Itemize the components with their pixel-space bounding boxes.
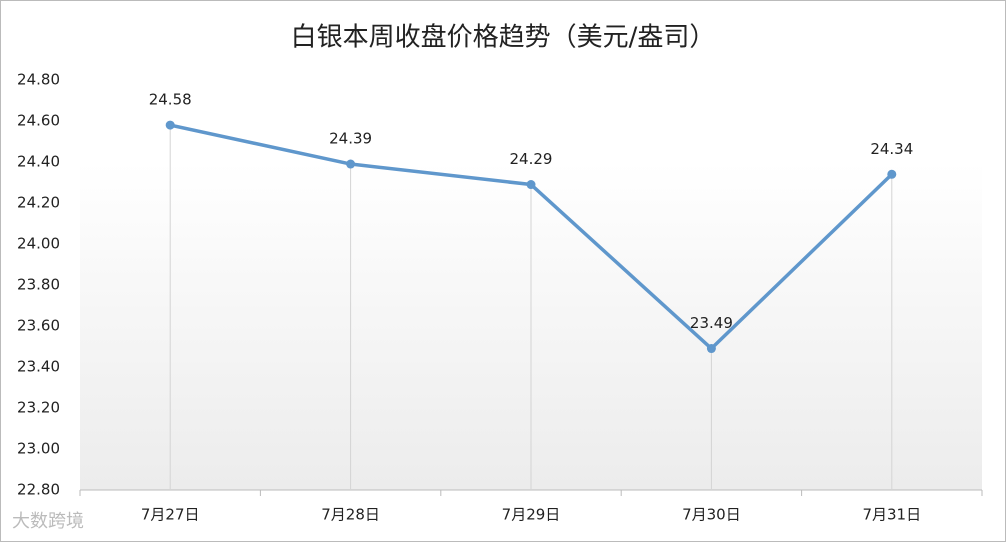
y-tick-label: 24.00 bbox=[17, 235, 60, 253]
data-point bbox=[706, 344, 716, 354]
data-label: 24.29 bbox=[510, 150, 553, 168]
chart-title: 白银本周收盘价格趋势（美元/盎司） bbox=[291, 23, 716, 53]
y-tick-label: 23.00 bbox=[17, 440, 60, 458]
data-label: 24.39 bbox=[329, 130, 372, 148]
x-tick-label: 7月29日 bbox=[502, 506, 561, 524]
data-label: 24.58 bbox=[149, 91, 192, 109]
data-label: 23.49 bbox=[690, 314, 733, 332]
x-tick-label: 7月31日 bbox=[862, 506, 921, 524]
watermark: 大数跨境 bbox=[12, 511, 84, 532]
y-tick-label: 24.80 bbox=[17, 71, 60, 89]
data-point bbox=[526, 180, 536, 190]
data-label: 24.34 bbox=[870, 140, 913, 158]
y-tick-label: 24.60 bbox=[17, 112, 60, 130]
y-tick-label: 23.20 bbox=[17, 399, 60, 417]
y-tick-label: 23.40 bbox=[17, 358, 60, 376]
y-tick-label: 23.60 bbox=[17, 317, 60, 335]
y-tick-label: 24.20 bbox=[17, 194, 60, 212]
x-tick-label: 7月30日 bbox=[682, 506, 741, 524]
x-tick-label: 7月28日 bbox=[321, 506, 380, 524]
y-tick-label: 24.40 bbox=[17, 153, 60, 171]
data-point bbox=[887, 169, 897, 179]
y-tick-label: 23.80 bbox=[17, 276, 60, 294]
x-tick-label: 7月27日 bbox=[141, 506, 200, 524]
data-point bbox=[346, 159, 356, 169]
y-tick-label: 22.80 bbox=[17, 481, 60, 499]
data-point bbox=[165, 120, 175, 130]
